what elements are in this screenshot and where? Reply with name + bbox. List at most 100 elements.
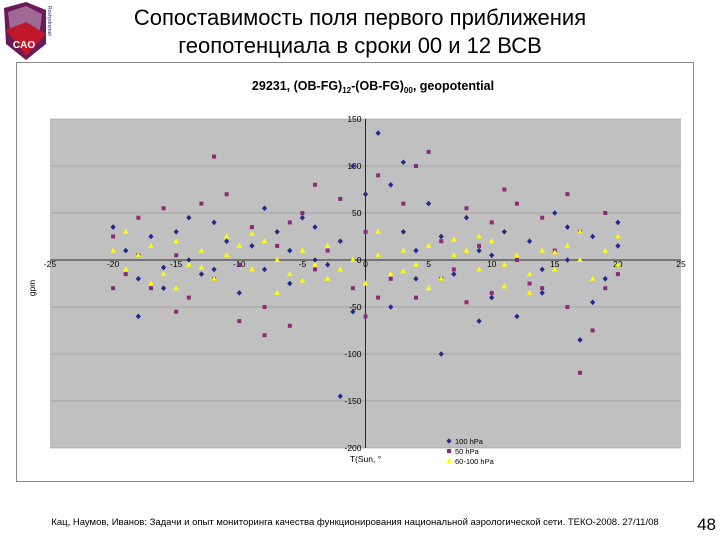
data-point-triangle [375,252,381,258]
data-point-diamond [514,313,520,320]
data-point-diamond [413,276,419,282]
x-tick-label: -25 [44,259,57,269]
data-point-triangle [148,280,154,286]
data-point-square [489,290,494,295]
data-point-triangle [413,261,419,267]
data-point-diamond [564,224,571,230]
data-point-triangle [615,233,621,239]
data-point-diamond [186,257,192,263]
data-point-triangle [299,247,306,253]
data-point-square [363,314,368,319]
data-point-diamond [526,238,533,244]
y-tick-label: -50 [349,302,362,312]
data-point-triangle [261,238,268,244]
data-point-square [464,300,469,305]
data-point-diamond [362,191,369,197]
y-tick-label: -150 [344,396,361,406]
x-tick-label: 5 [426,259,431,269]
data-point-square [325,248,330,253]
data-point-triangle [160,271,167,277]
data-point-diamond [287,247,293,254]
data-point-square [111,234,116,239]
data-point-triangle [425,242,432,248]
data-point-square [477,243,482,248]
legend-marker-triangle [446,458,452,463]
data-point-square [161,206,166,211]
data-point-diamond [160,285,167,291]
data-point-diamond [438,351,444,357]
data-point-diamond [476,247,482,254]
data-point-square [275,243,280,248]
data-point-diamond [400,229,406,235]
data-point-diamond [350,163,356,169]
data-point-square [350,286,355,291]
data-point-diamond [463,214,470,221]
data-point-diamond [388,304,394,310]
data-point-diamond [615,243,621,249]
data-point-triangle [400,268,407,274]
data-point-square [262,333,267,338]
chart-title-part: , geopotential [413,79,494,93]
legend-label: 100 hPa [455,437,484,446]
data-point-triangle [249,230,255,236]
data-point-square [338,196,343,201]
legend-label: 60-100 hPa [455,457,495,466]
data-point-diamond [299,214,305,221]
chart-title-part: -(OB-FG) [351,79,404,93]
data-point-triangle [463,247,470,253]
data-point-triangle [451,252,457,258]
data-point-triangle [425,285,432,291]
data-point-triangle [589,275,596,281]
data-point-diamond [451,271,457,277]
chart-title-part: 29231, (OB-FG) [252,79,342,93]
data-point-triangle [173,285,179,291]
x-axis-label: T(Sun, ° [350,454,381,464]
data-point-diamond [602,276,608,282]
data-point-square [287,220,292,225]
data-point-square [148,286,153,291]
data-point-square [174,253,179,258]
x-tick-label: -20 [107,259,120,269]
data-point-square [401,201,406,206]
data-point-square [249,225,254,230]
data-point-triangle [526,289,533,295]
data-point-square [174,309,179,314]
data-point-triangle [501,283,508,289]
data-point-triangle [286,271,293,277]
slide-title: Сопоставимость поля первого приближения … [60,4,660,60]
data-point-triangle [312,261,318,267]
data-point-square [212,154,217,159]
data-point-square [514,258,519,262]
y-tick-label: 50 [352,208,362,218]
data-point-square [603,286,608,291]
data-point-diamond [590,299,596,306]
y-tick-label: -100 [344,349,361,359]
data-point-diamond [198,271,205,277]
data-point-triangle [552,249,558,255]
data-point-diamond [123,247,129,254]
data-point-triangle [173,238,179,244]
data-point-diamond [577,337,583,343]
data-point-square [186,295,191,300]
data-point-square [578,370,583,375]
y-tick-label: -200 [344,443,361,453]
data-point-triangle [501,261,508,267]
data-point-diamond [135,313,141,320]
x-tick-label: 0 [363,259,368,269]
data-point-square [224,192,229,197]
data-point-triangle [564,242,571,248]
data-point-triangle [249,266,255,272]
data-point-square [590,328,595,333]
data-point-diamond [350,308,356,315]
y-axis-label: gpm [27,280,37,297]
data-point-square [413,295,418,300]
data-point-triangle [476,233,482,239]
data-point-triangle [324,275,331,281]
data-point-square [489,220,494,225]
data-point-diamond [325,261,331,268]
slide-title-line-2: геопотенциала в сроки 00 и 12 ВСВ [178,33,542,58]
data-point-triangle [488,238,495,244]
data-point-square [300,211,305,215]
data-point-diamond [438,233,444,240]
data-point-diamond [539,290,545,296]
